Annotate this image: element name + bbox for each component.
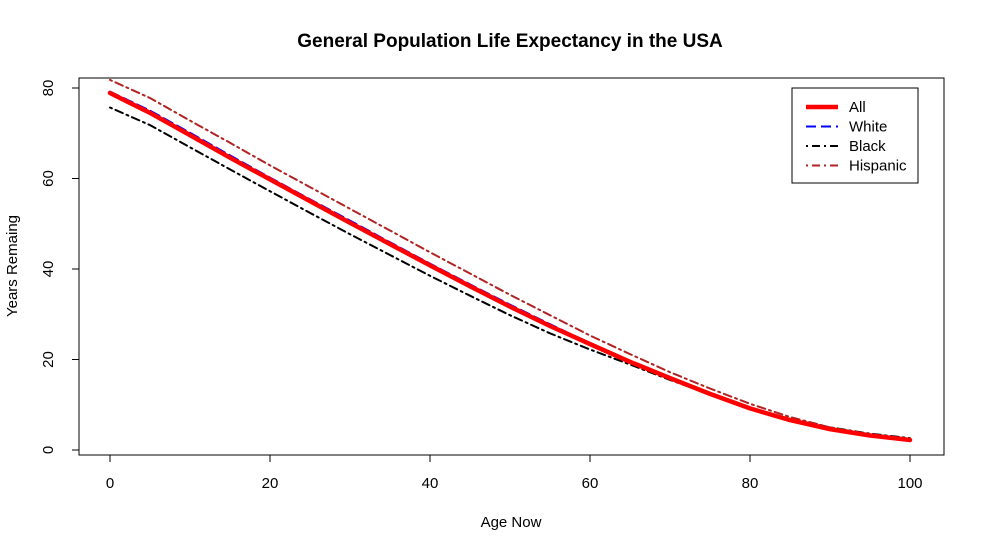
legend-box	[791, 87, 919, 184]
x-tick-label: 0	[106, 475, 114, 492]
x-tick-label: 20	[262, 475, 279, 492]
x-tick-label: 40	[422, 475, 439, 492]
x-axis: 0 20 40 60 80 100	[106, 454, 923, 492]
y-tick-label: 20	[40, 351, 57, 368]
y-axis-label: Years Remaing	[4, 215, 21, 317]
y-tick-label: 40	[40, 261, 57, 278]
y-axis: 0 20 40 60 80	[40, 80, 80, 454]
x-tick-label: 60	[582, 475, 599, 492]
series-line-black	[109, 106, 911, 440]
legend-label-white: White	[849, 119, 887, 136]
legend-label-hispanic: Hispanic	[849, 158, 907, 175]
y-tick-label: 60	[40, 170, 57, 187]
legend: All White Black Hispanic	[791, 87, 919, 184]
series-layer	[107, 78, 913, 443]
x-tick-label: 100	[897, 475, 922, 492]
y-tick-label: 0	[40, 446, 57, 454]
x-tick-label: 80	[742, 475, 759, 492]
series-line-hispanic	[109, 78, 911, 441]
chart-title: General Population Life Expectancy in th…	[297, 31, 723, 52]
series-line-all	[107, 90, 913, 443]
legend-label-all: All	[849, 99, 866, 116]
y-tick-label: 80	[40, 80, 57, 97]
legend-label-black: Black	[849, 138, 886, 155]
x-axis-label: Age Now	[481, 514, 542, 531]
